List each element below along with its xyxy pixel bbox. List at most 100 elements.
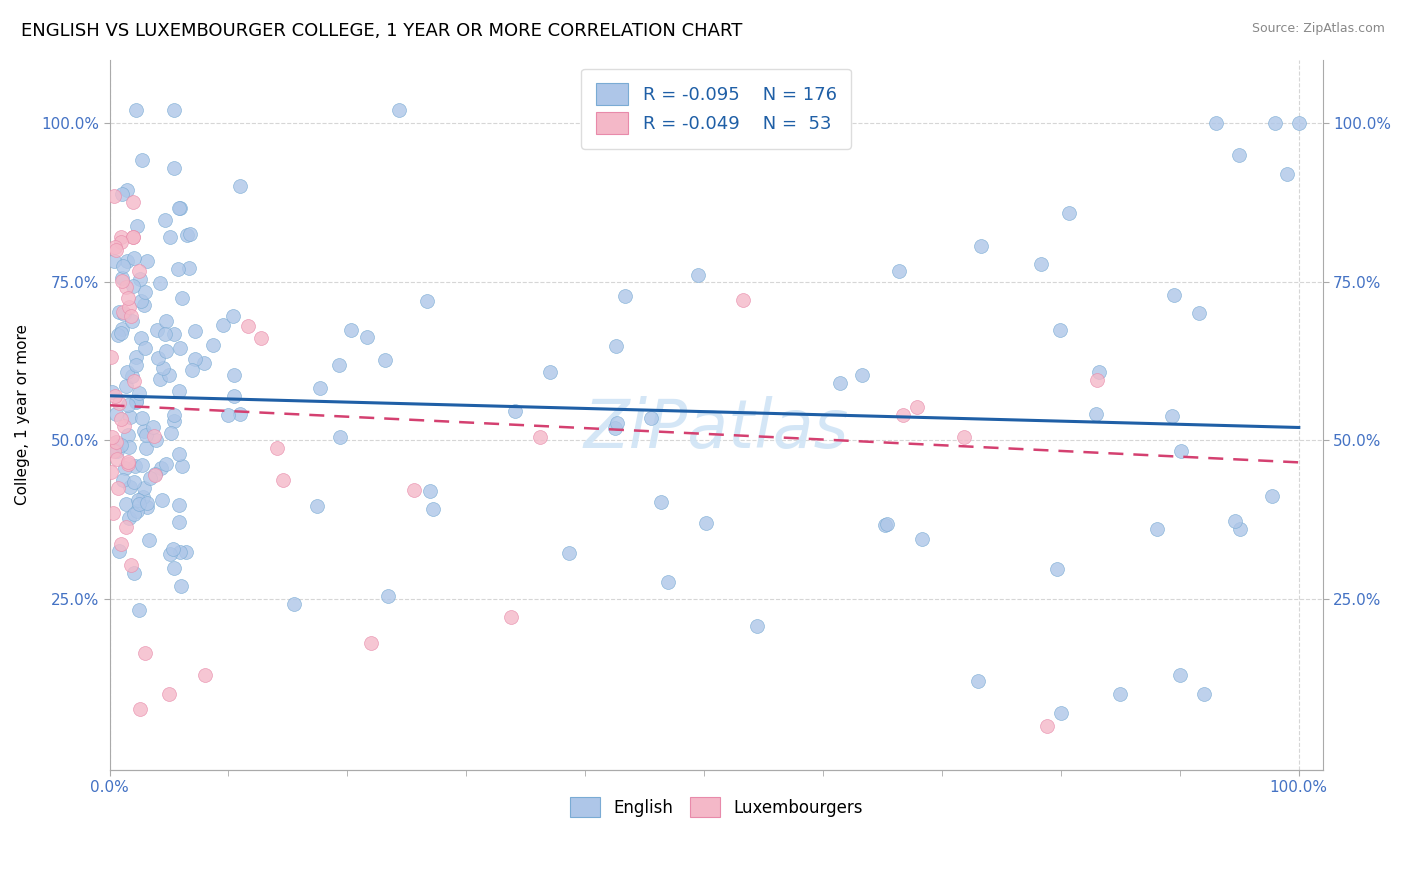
Point [388,103,411,118]
Point [115,379,138,393]
Point [339,323,361,337]
Point [1161,409,1184,424]
Point [356,330,378,344]
Point [118,410,141,425]
Point [135,428,157,442]
Point [110,326,132,340]
Point [250,331,273,345]
Point [228,179,250,194]
Point [101,385,124,400]
Point [1046,562,1069,576]
Point [1036,718,1059,732]
Point [104,434,127,449]
Point [120,558,142,572]
Point [110,230,132,244]
Text: Source: ZipAtlas.com: Source: ZipAtlas.com [1251,22,1385,36]
Point [117,428,139,442]
Point [163,408,186,422]
Point [107,396,129,410]
Point [222,309,245,323]
Point [503,404,526,418]
Point [155,457,177,471]
Point [328,358,350,372]
Point [905,401,928,415]
Point [115,366,138,380]
Point [110,438,132,452]
Point [194,668,217,682]
Point [117,398,139,412]
Point [108,305,131,319]
Point [167,201,190,215]
Point [149,372,172,386]
Point [1031,257,1053,271]
Point [146,351,169,365]
Point [153,327,176,342]
Point [1260,489,1282,503]
Point [169,342,191,356]
Point [136,496,159,510]
Point [122,230,145,244]
Point [170,579,193,593]
Text: ENGLISH VS LUXEMBOURGER COLLEGE, 1 YEAR OR MORE CORRELATION CHART: ENGLISH VS LUXEMBOURGER COLLEGE, 1 YEAR … [21,22,742,40]
Point [422,502,444,516]
Point [1168,668,1191,682]
Point [167,498,190,512]
Point [118,511,141,525]
Point [1146,522,1168,536]
Point [176,227,198,242]
Point [100,465,122,479]
Point [125,504,148,518]
Point [953,430,976,444]
Point [128,603,150,617]
Point [360,636,382,650]
Point [201,338,224,352]
Point [117,292,139,306]
Point [125,219,148,234]
Point [120,480,142,494]
Point [157,368,180,383]
Point [125,394,148,409]
Point [129,331,152,345]
Point [745,618,768,632]
Point [614,289,637,303]
Point [163,161,186,175]
Point [131,411,153,425]
Point [1087,365,1109,379]
Point [124,507,146,521]
Point [329,430,352,444]
Point [117,300,139,314]
Point [404,483,426,497]
Point [177,260,200,275]
Point [138,533,160,547]
Point [159,547,181,561]
Point [115,280,138,294]
Point [851,368,873,382]
Point [103,254,125,268]
Point [152,360,174,375]
Point [1085,407,1108,421]
Point [131,153,153,168]
Point [101,430,124,444]
Point [121,313,143,327]
Point [184,324,207,338]
Point [145,434,167,448]
Point [104,389,127,403]
Point [966,674,988,689]
Point [224,368,246,383]
Point [105,452,128,467]
Point [110,412,132,426]
Point [111,187,134,202]
Point [377,589,399,603]
Point [529,429,551,443]
Point [143,468,166,483]
Point [167,447,190,461]
Point [181,362,204,376]
Point [125,350,148,364]
Point [131,458,153,472]
Point [117,457,139,471]
Point [1264,116,1286,130]
Point [1229,522,1251,536]
Point [155,314,177,328]
Point [1163,288,1185,302]
Point [142,429,165,443]
